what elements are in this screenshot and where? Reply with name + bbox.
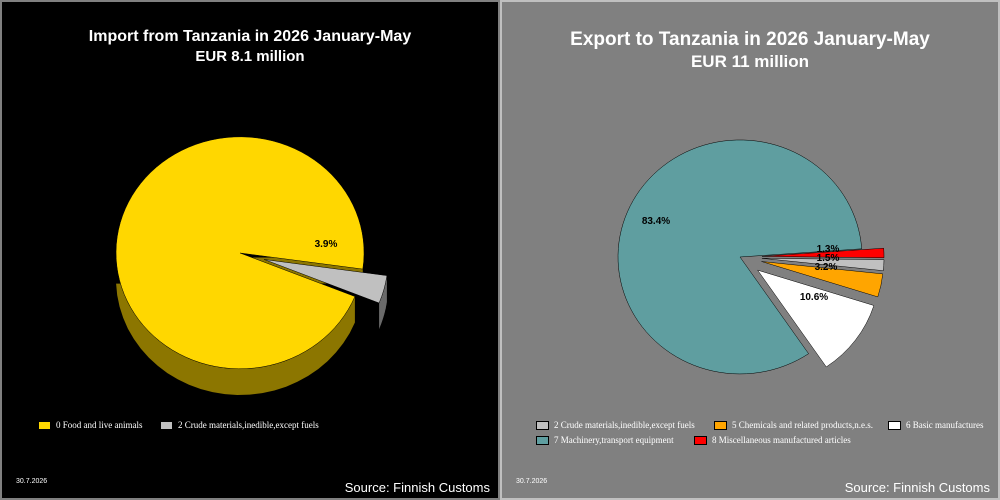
- legend-swatch: [694, 436, 707, 446]
- legend-item: 5 Chemicals and related products,n.e.s.: [714, 420, 873, 431]
- legend-swatch: [536, 436, 549, 446]
- pie-slice: [761, 258, 885, 271]
- source-label: Source: Finnish Customs: [344, 480, 490, 495]
- pie-slice-side: [379, 275, 387, 329]
- legend-label: 0 Food and live animals: [56, 420, 143, 430]
- legend-swatch: [888, 421, 901, 431]
- legend-label: 5 Chemicals and related products,n.e.s.: [732, 420, 873, 430]
- legend-item: 0 Food and live animals: [38, 420, 143, 431]
- pie-slice: [264, 259, 388, 304]
- legend-item: 7 Machinery,transport equipment: [536, 435, 674, 446]
- chart-subtitle: EUR 8.1 million: [195, 48, 305, 65]
- import-chart-panel: Import from Tanzania in 2026 January-May…: [0, 0, 500, 500]
- legend-label: 6 Basic manufactures: [906, 420, 984, 430]
- pie-slice: [757, 269, 875, 368]
- chart-title: Import from Tanzania in 2026 January-May: [88, 28, 412, 45]
- export-chart-panel: Export to Tanzania in 2026 January-May E…: [500, 0, 1000, 500]
- legend-label: 2 Crude materials,inedible,except fuels: [178, 420, 319, 430]
- pie-data-label: 83.4%: [642, 216, 670, 227]
- legend-swatch: [714, 421, 727, 431]
- pie-slice: [115, 136, 365, 370]
- legend-label: 7 Machinery,transport equipment: [554, 435, 674, 445]
- pie-data-label: 3.2%: [815, 262, 838, 273]
- chart-subtitle: EUR 11 million: [690, 52, 810, 71]
- legend-item: 2 Crude materials,inedible,except fuels: [536, 420, 695, 431]
- chart-title: Export to Tanzania in 2026 January-May: [570, 29, 930, 50]
- date-label: 30.7.2026: [516, 478, 548, 485]
- pie-slice: [617, 139, 862, 375]
- import-pie-chart: 3.9%: [115, 136, 388, 395]
- date-label: 30.7.2026: [16, 478, 48, 485]
- legend-label: 8 Miscellaneous manufactured articles: [712, 435, 851, 445]
- legend-item: 8 Miscellaneous manufactured articles: [694, 435, 851, 446]
- legend-swatch: [536, 421, 549, 431]
- export-pie-chart: 1.3%1.5%3.2% 10.6% 83.4%: [617, 139, 885, 375]
- pie-slice: [761, 247, 885, 259]
- pie-data-label: 1.5%: [817, 253, 840, 264]
- source-label: Source: Finnish Customs: [844, 480, 990, 495]
- pie-data-label: 3.9%: [315, 239, 338, 250]
- pie-data-label: 1.3%: [817, 244, 840, 255]
- legend-label: 2 Crude materials,inedible,except fuels: [554, 420, 695, 430]
- pie-slice-side: [116, 257, 364, 395]
- legend-swatch: [38, 421, 51, 431]
- legend-item: 2 Crude materials,inedible,except fuels: [160, 420, 319, 431]
- pie-data-label: 10.6%: [800, 292, 828, 303]
- legend-item: 6 Basic manufactures: [888, 420, 984, 431]
- legend-swatch: [160, 421, 173, 431]
- pie-slice: [761, 261, 884, 298]
